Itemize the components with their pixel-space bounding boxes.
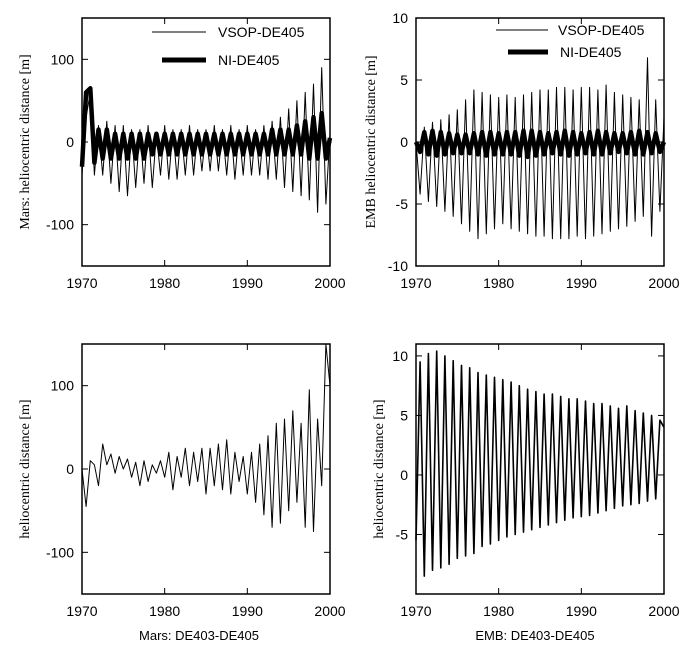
series-lines <box>79 57 667 577</box>
y-tick-label: 0 <box>66 134 74 150</box>
x-tick-label: 2000 <box>648 275 679 291</box>
emb-bottom-ylabel: heliocentric distance [m] <box>372 399 387 538</box>
series-line-panel2-2 <box>413 128 667 160</box>
series-line-panel1-2 <box>79 86 333 167</box>
y-tick-label: 5 <box>400 407 408 423</box>
mars-bottom-xlabel: Mars: DE403-DE405 <box>139 628 259 643</box>
y-tick-label: 100 <box>51 378 75 394</box>
emb-legend-vsop-label: VSOP-DE405 <box>558 22 645 38</box>
y-tick-label: 0 <box>400 467 408 483</box>
y-tick-label: 5 <box>400 72 408 88</box>
y-tick-label: 100 <box>51 51 75 67</box>
x-tick-label: 2000 <box>314 603 345 619</box>
x-tick-label: 1990 <box>232 275 263 291</box>
mars-legend-ni-label: NI-DE405 <box>218 52 280 68</box>
x-tick-label: 2000 <box>648 603 679 619</box>
y-tick-label: 0 <box>400 134 408 150</box>
emb-legend: VSOP-DE405 NI-DE405 <box>496 22 645 60</box>
y-tick-label: -100 <box>46 544 74 560</box>
x-tick-label: 2000 <box>314 275 345 291</box>
mars-de403-de405-plot-frame <box>81 343 331 595</box>
y-tick-label: -5 <box>396 196 409 212</box>
series-line-panel1-1 <box>81 67 331 213</box>
series-line-panel4-1 <box>415 350 665 577</box>
emb-top-ylabel: EMB heliocentric distance [m] <box>364 56 379 229</box>
x-tick-label: 1980 <box>149 603 180 619</box>
x-tick-label: 1970 <box>400 603 431 619</box>
x-tick-label: 1970 <box>66 275 97 291</box>
x-tick-label: 1970 <box>400 275 431 291</box>
x-tick-label: 1970 <box>66 603 97 619</box>
x-tick-label: 1980 <box>483 603 514 619</box>
y-tick-label: 10 <box>392 10 408 26</box>
series-line-panel2-1 <box>415 57 665 240</box>
x-tick-label: 1990 <box>566 275 597 291</box>
y-tick-label: -10 <box>388 258 408 274</box>
emb-de403-de405-plot-frame <box>415 343 665 595</box>
x-tick-label: 1990 <box>232 603 263 619</box>
mars-legend-vsop-label: VSOP-DE405 <box>218 24 305 40</box>
series-line-panel3-1 <box>81 343 331 532</box>
x-tick-label: 1980 <box>149 275 180 291</box>
emb-bottom-xlabel: EMB: DE403-DE405 <box>475 628 594 643</box>
x-tick-label: 1980 <box>483 275 514 291</box>
y-tick-label: -100 <box>46 217 74 233</box>
y-tick-label: -5 <box>396 526 409 542</box>
y-tick-label: 0 <box>66 461 74 477</box>
y-tick-label: 10 <box>392 348 408 364</box>
emb-legend-ni-label: NI-DE405 <box>560 44 622 60</box>
mars-legend: VSOP-DE405 NI-DE405 <box>152 24 305 68</box>
mars-top-ylabel: Mars: heliocentric distance [m] <box>18 54 33 229</box>
x-tick-label: 1990 <box>566 603 597 619</box>
mars-bottom-ylabel: heliocentric distance [m] <box>18 399 33 538</box>
